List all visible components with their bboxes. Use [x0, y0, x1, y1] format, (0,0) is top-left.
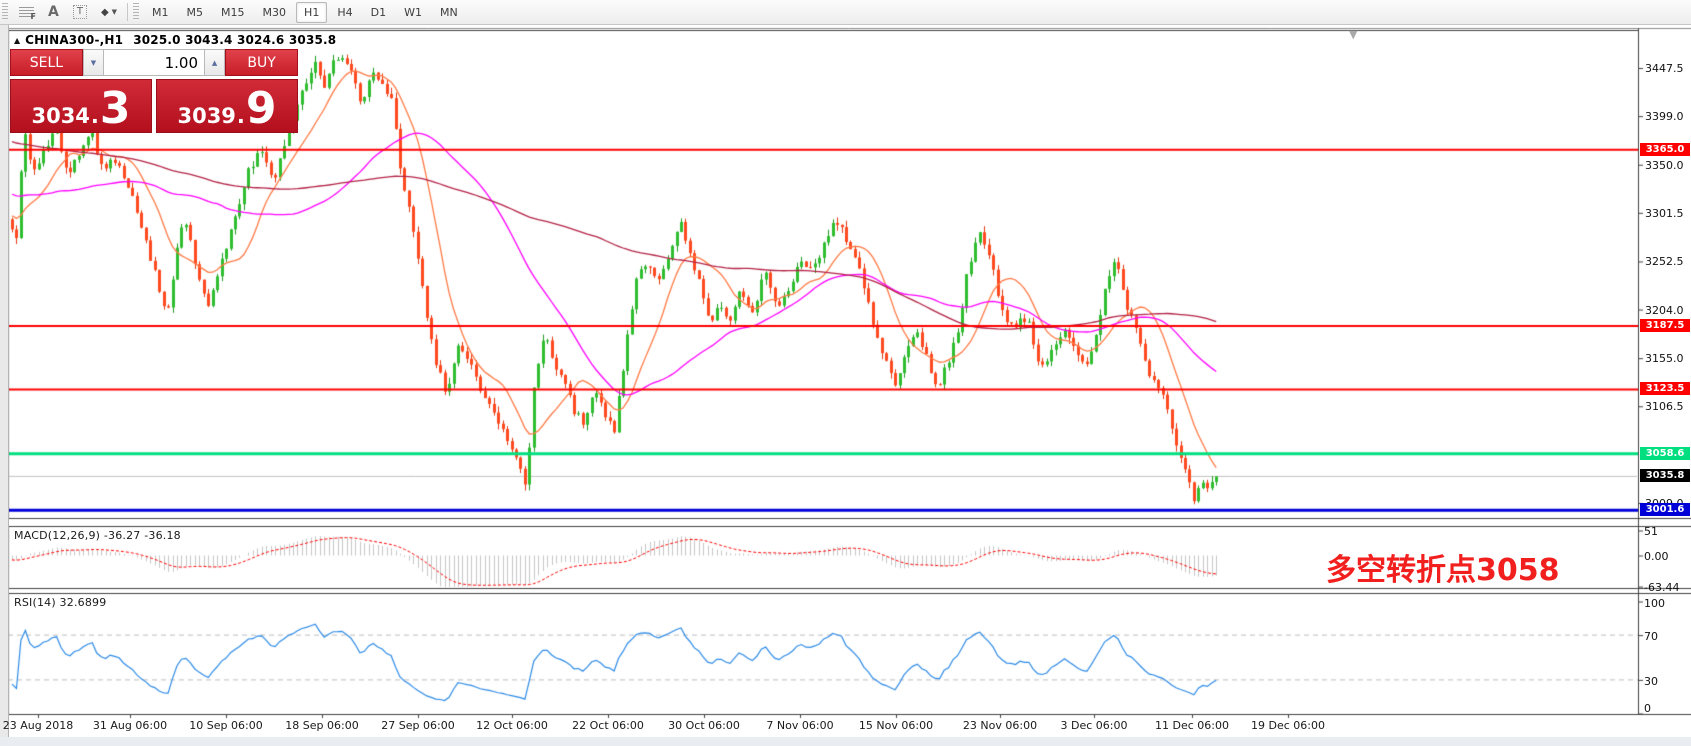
bid-price-box[interactable]: 3034. 3: [10, 79, 152, 133]
price-tick-label: 3106.5: [1645, 400, 1684, 414]
timeframe-button-h1[interactable]: H1: [296, 1, 328, 23]
hline-price-badge: 3058.6: [1640, 446, 1690, 460]
time-axis-label: 11 Dec 06:00: [1155, 719, 1229, 732]
buy-button[interactable]: BUY: [225, 49, 298, 76]
timeframe-button-h4[interactable]: H4: [337, 5, 353, 19]
time-axis-label: 12 Oct 06:00: [476, 719, 548, 732]
toolbar-separator: [127, 3, 129, 21]
toolbar-drag-handle-2[interactable]: [133, 3, 140, 21]
time-axis-label: 31 Aug 06:00: [92, 719, 168, 732]
time-axis-label: 7 Nov 06:00: [766, 719, 834, 732]
volume-input[interactable]: [104, 49, 204, 76]
current-price-badge: 3035.8: [1640, 469, 1690, 483]
timeframe-button-m15[interactable]: M15: [221, 5, 245, 19]
price-tick-label: 3350.0: [1645, 158, 1684, 172]
price-tick-label: 3252.5: [1645, 255, 1684, 269]
rsi-axis-label: 70: [1644, 630, 1658, 644]
time-axis-label: 23 Aug 2018: [2, 719, 74, 732]
macd-indicator-label: MACD(12,26,9) -36.27 -36.18: [14, 529, 181, 542]
time-axis-label: 19 Dec 06:00: [1251, 719, 1325, 732]
toolbar: F A T ◆ ▼ M1 M5 M15 M30 H1 H4 D1 W1 MN: [0, 0, 1691, 25]
hline-price-badge: 3123.5: [1640, 382, 1690, 396]
timeframe-button-d1[interactable]: D1: [370, 5, 387, 19]
volume-decrease-button[interactable]: ▼: [82, 49, 104, 76]
sell-button[interactable]: SELL: [10, 49, 83, 76]
symbol-title: CHINA300-,H1: [25, 33, 124, 47]
volume-increase-button[interactable]: ▲: [204, 49, 226, 76]
time-axis-label: 30 Oct 06:00: [668, 719, 740, 732]
timeframe-button-m5[interactable]: M5: [186, 5, 204, 19]
timeframe-button-m30[interactable]: M30: [262, 5, 287, 19]
time-axis-label: 23 Nov 06:00: [962, 719, 1038, 732]
window-left-edge: [0, 24, 9, 746]
price-tick-label: 3155.0: [1645, 352, 1684, 366]
price-tick-label: 3399.0: [1645, 110, 1684, 124]
one-click-trade-panel: SELL ▼ ▲ BUY 3034.3 3039.9: [10, 49, 298, 133]
hline-price-badge: 3365.0: [1640, 142, 1690, 156]
ohlc-values: 3025.0 3043.4 3024.6 3035.8: [133, 33, 337, 47]
timeframe-button-m1[interactable]: M1: [152, 5, 169, 19]
time-axis-label: 10 Sep 06:00: [189, 719, 263, 732]
shapes-icon[interactable]: ◆ ▼: [100, 6, 118, 18]
timeframe-bar: M1 M5 M15 M30 H1 H4 D1 W1 MN: [143, 1, 467, 23]
arrow-label-icon[interactable]: A: [48, 4, 59, 20]
time-axis-label: 22 Oct 06:00: [572, 719, 644, 732]
rsi-axis-label: 30: [1644, 674, 1658, 688]
time-axis-label: 15 Nov 06:00: [858, 719, 934, 732]
collapse-arrow-icon[interactable]: ▲: [14, 35, 21, 45]
toolbar-drag-handle[interactable]: [2, 3, 8, 21]
chart-annotation-text: 多空转折点3058: [1326, 553, 1560, 588]
price-tick-label: 3447.5: [1645, 62, 1684, 75]
macd-axis-label: -63.44: [1644, 580, 1680, 594]
rsi-axis-label: 0: [1644, 702, 1651, 715]
text-box-icon[interactable]: T: [66, 2, 94, 22]
hline-price-badge: 3187.5: [1640, 318, 1690, 332]
chevron-down-icon: ▼: [111, 8, 118, 16]
rsi-axis-label: 100: [1644, 596, 1665, 610]
macd-axis-label: 0.00: [1644, 549, 1669, 563]
timeframe-button-mn[interactable]: MN: [439, 5, 458, 19]
ask-price-box[interactable]: 3039. 9: [156, 79, 298, 133]
timeframe-button-w1[interactable]: W1: [404, 5, 422, 19]
macd-axis-label: 51: [1644, 524, 1658, 538]
hline-price-badge: 3001.6: [1640, 503, 1690, 517]
window-bottom-edge: [0, 737, 1691, 746]
chart-shift-marker-icon[interactable]: ▼: [1349, 28, 1358, 41]
rsi-indicator-label: RSI(14) 32.6899: [14, 596, 107, 609]
time-axis-label: 3 Dec 06:00: [1060, 719, 1128, 732]
time-axis-label: 27 Sep 06:00: [381, 719, 455, 732]
new-order-icon[interactable]: F: [12, 2, 41, 22]
price-tick-label: 3204.0: [1645, 303, 1684, 317]
time-axis-label: 18 Sep 06:00: [285, 719, 359, 732]
chart-title-bar: ▲ CHINA300-,H1 3025.0 3043.4 3024.6 3035…: [14, 33, 336, 47]
price-tick-label: 3301.5: [1645, 206, 1684, 220]
